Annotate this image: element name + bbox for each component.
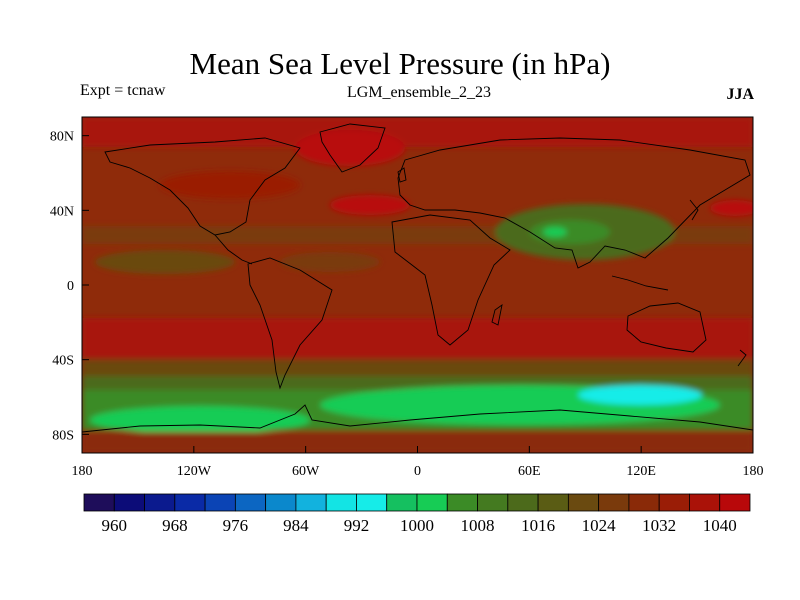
colorbar-swatch	[386, 493, 418, 512]
colorbar-swatch	[628, 493, 660, 512]
amundsen-low	[90, 406, 310, 434]
colorbar-swatch	[446, 493, 478, 512]
south-america-coast	[247, 257, 333, 390]
lat-tick-label: 80N	[50, 130, 74, 145]
colorbar-label: 1008	[461, 516, 495, 535]
deep-low-core	[578, 385, 702, 405]
greenland-high	[295, 130, 405, 166]
colorbar-label: 1024	[582, 516, 617, 535]
asian-low-inner	[530, 220, 610, 244]
central-america-coast	[214, 234, 253, 265]
lon-tick-label: 60E	[518, 464, 541, 479]
british-isles-coast	[397, 167, 407, 183]
lon-tick-label: 120W	[177, 464, 212, 479]
colorbar-swatch	[658, 493, 690, 512]
pacific-north-high	[160, 171, 300, 199]
colorbar-label: 992	[344, 516, 370, 535]
eurasia-coast	[397, 137, 751, 269]
arctic-high-band	[82, 117, 753, 147]
map-title: Mean Sea Level Pressure (in hPa)	[189, 46, 611, 81]
colorbar-swatch	[537, 493, 569, 512]
colorbar: 960 968 976 984 992 1000 1008 1016 1024 1032 1040	[83, 493, 751, 535]
run-name-label: LGM_ensemble_2_23	[347, 84, 491, 101]
colorbar-swatch	[265, 493, 297, 512]
colorbar-swatch	[719, 493, 751, 512]
longitude-ticks: 180 120W 60W 0 60E 120E 180	[72, 446, 764, 479]
colorbar-swatch	[567, 493, 600, 512]
colorbar-label: 960	[102, 516, 128, 535]
colorbar-swatch	[416, 493, 448, 512]
indonesia-coast	[611, 275, 669, 291]
lon-tick-label: 0	[414, 464, 421, 479]
antarctic-high-band	[82, 432, 753, 453]
lon-tick-label: 120E	[626, 464, 656, 479]
greenland-coast	[319, 123, 386, 173]
lon-tick-label: 180	[72, 464, 93, 479]
colorbar-label: 1016	[521, 516, 555, 535]
madagascar-coast	[491, 303, 503, 326]
azores-high	[330, 195, 410, 215]
coastlines	[82, 123, 753, 433]
pressure-field	[82, 117, 753, 453]
latitude-ticks: 80N 40N 0 40S 80S	[50, 130, 89, 443]
lat-tick-label: 40N	[50, 204, 74, 219]
colorbar-swatch	[477, 493, 509, 512]
colorbar-label: 984	[283, 516, 309, 535]
season-label: JJA	[726, 86, 754, 103]
colorbar-label: 976	[223, 516, 249, 535]
colorbar-swatch	[356, 493, 388, 512]
colorbar-swatch	[689, 493, 721, 512]
colorbar-swatch	[174, 493, 206, 512]
colorbar-swatch	[83, 493, 115, 512]
colorbar-swatch	[295, 493, 327, 512]
lat-tick-label: 80S	[52, 428, 74, 443]
lon-tick-label: 180	[743, 464, 764, 479]
australia-coast	[626, 302, 707, 353]
japan-coast	[689, 199, 699, 221]
southern-subtropical-high	[82, 318, 753, 358]
colorbar-swatch	[507, 493, 539, 512]
asian-low-core	[543, 227, 567, 237]
colorbar-label: 1000	[400, 516, 434, 535]
lat-tick-label: 40S	[52, 354, 74, 369]
experiment-label: Expt = tcnaw	[80, 82, 166, 99]
colorbar-label: 1040	[703, 516, 737, 535]
eastern-pacific-trough	[95, 250, 235, 274]
colorbar-label: 968	[162, 516, 188, 535]
lon-tick-label: 60W	[292, 464, 320, 479]
colorbar-swatch	[234, 493, 267, 512]
lat-tick-label: 0	[67, 279, 74, 294]
colorbar-label: 1032	[642, 516, 676, 535]
colorbar-swatch	[144, 493, 176, 512]
east-pacific-high	[710, 200, 753, 216]
southern-transition-band	[82, 360, 753, 380]
atlantic-trough	[280, 252, 380, 272]
africa-coast	[391, 214, 511, 346]
colorbar-swatch	[204, 493, 236, 512]
new-zealand-coast	[737, 349, 747, 367]
north-america-coast	[104, 137, 301, 236]
colorbar-swatch	[113, 493, 145, 512]
colorbar-swatch	[598, 493, 630, 512]
antarctica-coast	[82, 404, 753, 433]
colorbar-swatch	[325, 493, 357, 512]
